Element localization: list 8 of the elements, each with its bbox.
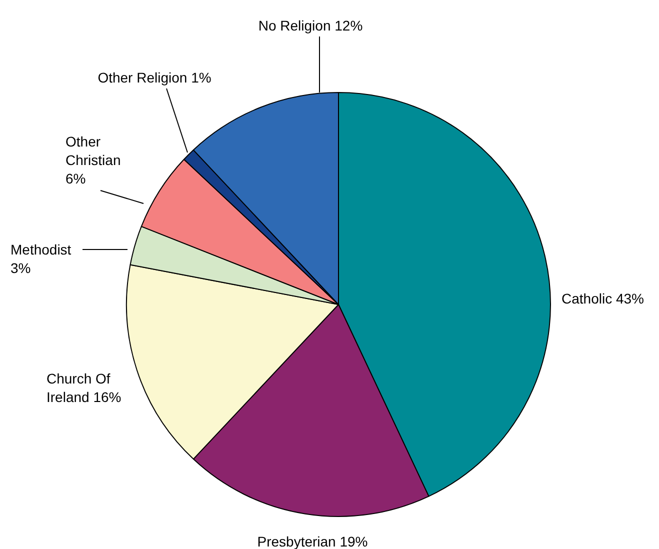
slice-label: Methodist (10, 242, 72, 258)
slice-label: Catholic 43% (562, 290, 644, 306)
slice-label: No Religion 12% (258, 18, 363, 34)
data-label: 3% (10, 260, 31, 276)
slice-label: Church Of Ireland 16% (46, 370, 122, 405)
slice-label: Other Religion 1% (98, 70, 212, 86)
data-label: 6% (66, 170, 86, 186)
slice-label: Other Christian (66, 134, 121, 168)
